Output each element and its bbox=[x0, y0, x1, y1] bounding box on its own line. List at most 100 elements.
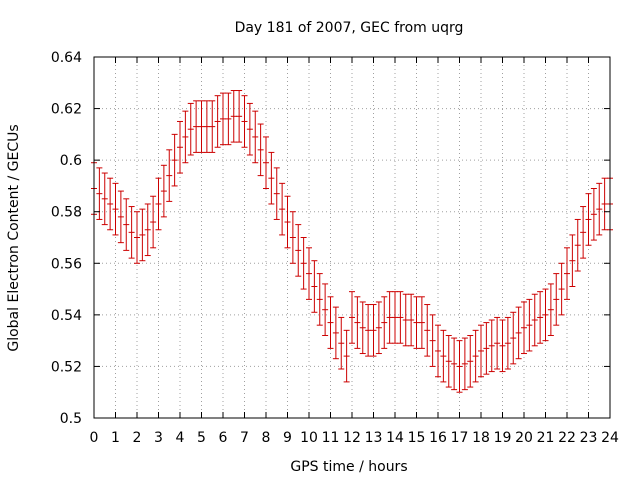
data-point bbox=[478, 324, 484, 378]
data-point bbox=[263, 136, 269, 190]
y-axis-label: Global Electron Content / GECUs bbox=[6, 124, 22, 351]
data-point bbox=[386, 291, 393, 344]
data-point bbox=[558, 262, 565, 316]
data-point bbox=[418, 296, 425, 349]
data-point bbox=[279, 182, 286, 236]
data-point bbox=[322, 283, 329, 336]
tick-layer: 0 1 2 3 4 5 6 7 8 9 10 11 12 13 14 15 16 17 18 19 20 21 22 23 24… bbox=[51, 50, 619, 446]
x-tick-label: 23 bbox=[580, 430, 598, 446]
x-tick-label: 20 bbox=[515, 430, 533, 446]
data-point bbox=[139, 208, 146, 262]
y-tick-label: 0.6 bbox=[60, 153, 82, 169]
data-point bbox=[332, 306, 339, 360]
x-tick-label: 11 bbox=[322, 430, 340, 446]
y-tick-label: 0.64 bbox=[51, 50, 82, 66]
data-point bbox=[488, 319, 495, 373]
x-tick-label: 10 bbox=[300, 430, 318, 446]
data-point bbox=[198, 100, 205, 153]
data-point bbox=[408, 293, 415, 347]
data-point bbox=[144, 203, 151, 257]
x-tick-label: 8 bbox=[262, 430, 271, 446]
data-point bbox=[166, 149, 173, 202]
data-point bbox=[182, 110, 189, 164]
data-point bbox=[107, 177, 114, 231]
x-tick-label: 5 bbox=[197, 430, 206, 446]
data-point bbox=[96, 167, 103, 220]
data-point bbox=[494, 316, 501, 370]
data-point bbox=[413, 296, 420, 349]
data-point bbox=[542, 288, 549, 342]
data-point bbox=[445, 334, 452, 388]
data-point bbox=[123, 198, 130, 251]
y-tick-label: 0.54 bbox=[51, 308, 82, 324]
x-tick-label: 9 bbox=[283, 430, 292, 446]
data-point bbox=[171, 133, 178, 187]
data-point bbox=[160, 164, 167, 218]
x-tick-label: 24 bbox=[601, 430, 619, 446]
data-point bbox=[531, 293, 538, 347]
data-point bbox=[601, 177, 608, 231]
data-point bbox=[553, 273, 560, 326]
y-tick-label: 0.58 bbox=[51, 205, 82, 221]
data-point bbox=[483, 322, 490, 375]
x-tick-label: 15 bbox=[408, 430, 426, 446]
data-point bbox=[461, 337, 468, 391]
x-tick-label: 0 bbox=[90, 430, 99, 446]
data-point bbox=[134, 211, 140, 264]
data-point bbox=[359, 301, 366, 355]
data-point bbox=[564, 247, 570, 300]
data-point bbox=[306, 247, 312, 300]
x-tick-label: 4 bbox=[176, 430, 185, 446]
data-point bbox=[128, 206, 135, 259]
data-point bbox=[467, 334, 474, 388]
data-point bbox=[225, 92, 232, 146]
data-point bbox=[150, 195, 157, 249]
data-point bbox=[268, 151, 275, 205]
x-tick-label: 6 bbox=[219, 430, 228, 446]
x-tick-label: 19 bbox=[494, 430, 512, 446]
data-point bbox=[392, 291, 398, 344]
data-point bbox=[354, 296, 361, 349]
data-point bbox=[257, 123, 264, 177]
data-point bbox=[504, 316, 511, 370]
data-layer bbox=[91, 90, 613, 393]
data-point bbox=[236, 90, 243, 143]
y-tick-label: 0.5 bbox=[60, 411, 82, 427]
data-point bbox=[456, 340, 463, 393]
x-tick-label: 17 bbox=[451, 430, 469, 446]
data-point bbox=[521, 301, 527, 355]
data-point bbox=[155, 177, 162, 231]
data-point bbox=[435, 324, 441, 378]
x-tick-label: 18 bbox=[472, 430, 490, 446]
data-point bbox=[246, 102, 253, 156]
data-point bbox=[365, 304, 372, 357]
x-tick-label: 3 bbox=[154, 430, 163, 446]
data-point bbox=[193, 100, 200, 153]
data-point bbox=[284, 195, 291, 249]
data-point bbox=[349, 291, 355, 344]
data-point bbox=[209, 100, 216, 153]
x-tick-label: 21 bbox=[537, 430, 555, 446]
data-point bbox=[381, 296, 388, 349]
data-point bbox=[101, 172, 108, 226]
data-point bbox=[117, 190, 124, 244]
x-axis-label: GPS time / hours bbox=[290, 459, 407, 475]
data-point bbox=[451, 337, 458, 391]
data-point bbox=[241, 95, 248, 148]
data-point bbox=[112, 182, 119, 236]
data-point bbox=[311, 260, 318, 313]
data-point bbox=[327, 296, 334, 349]
data-point bbox=[402, 293, 409, 347]
x-tick-label: 2 bbox=[133, 430, 142, 446]
x-tick-label: 1 bbox=[111, 430, 120, 446]
data-point bbox=[574, 218, 581, 272]
data-point bbox=[585, 193, 592, 246]
data-point bbox=[252, 110, 259, 164]
data-point bbox=[343, 329, 350, 383]
data-point bbox=[273, 167, 280, 220]
x-tick-label: 7 bbox=[240, 430, 249, 446]
x-tick-label: 16 bbox=[429, 430, 447, 446]
y-tick-label: 0.52 bbox=[51, 359, 82, 375]
